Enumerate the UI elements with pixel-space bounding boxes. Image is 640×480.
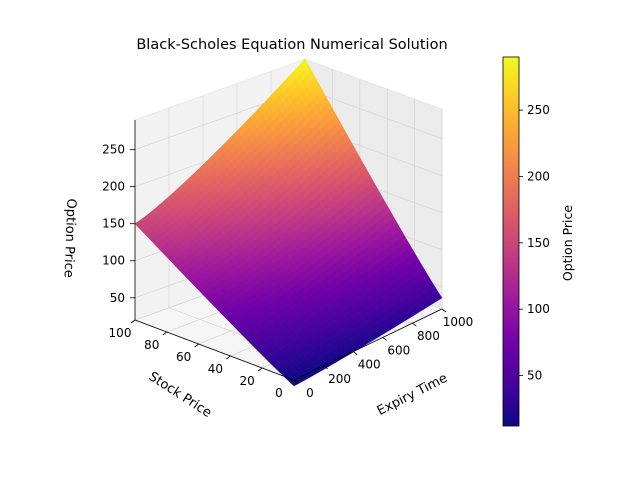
colorbar-gradient <box>502 56 520 427</box>
colorbar-tick-label: 200 <box>527 169 550 183</box>
y-tick <box>130 319 136 324</box>
y-tick <box>226 355 231 360</box>
x-tick-label: 800 <box>417 329 440 343</box>
x-axis-line <box>293 308 443 381</box>
colorbar-label: Option Price <box>560 205 575 281</box>
x-tick <box>293 379 299 384</box>
colorbar: 50 100 150 200 250 <box>502 56 550 427</box>
y-tick-label: 60 <box>176 350 191 364</box>
x-tick <box>323 365 328 370</box>
y-tick-label: 80 <box>144 338 159 352</box>
x-tick <box>382 337 388 341</box>
z-tick-label: 100 <box>102 254 125 268</box>
z-tick-label: 150 <box>102 217 125 231</box>
y-tick-label: 40 <box>208 362 223 376</box>
y-tick <box>162 331 168 336</box>
x-tick <box>412 322 417 327</box>
colorbar-tick-label: 100 <box>527 302 550 316</box>
colorbar-tick-label: 50 <box>527 369 542 383</box>
y-tick <box>257 367 263 372</box>
x-tick-label: 0 <box>306 386 314 400</box>
x-tick <box>352 351 358 355</box>
y-tick-label: 0 <box>275 386 283 400</box>
y-axis-line <box>134 319 295 381</box>
x-tick-label: 600 <box>387 343 410 357</box>
y-tick-label: 100 <box>109 326 132 340</box>
colorbar-tick-label: 250 <box>527 103 550 117</box>
y-tick <box>194 343 199 348</box>
price-surface <box>134 58 443 387</box>
x-tick <box>441 308 447 313</box>
y-tick-label: 20 <box>240 374 255 388</box>
colorbar-tick-label: 150 <box>527 236 550 250</box>
x-tick-label: 1000 <box>443 315 474 329</box>
z-tick-label: 250 <box>102 143 125 157</box>
y-tick <box>289 379 295 384</box>
z-axis-label: Option Price <box>61 198 79 278</box>
z-tick-label: 200 <box>102 180 125 194</box>
x-axis-label: Expiry Time <box>375 371 450 419</box>
chart-title: Black-Scholes Equation Numerical Solutio… <box>136 37 447 53</box>
z-tick-label: 50 <box>110 291 125 305</box>
y-axis-label: Stock Price <box>146 369 214 421</box>
x-tick-label: 200 <box>328 372 351 386</box>
x-tick-label: 400 <box>358 358 381 372</box>
grid-line <box>304 88 443 139</box>
